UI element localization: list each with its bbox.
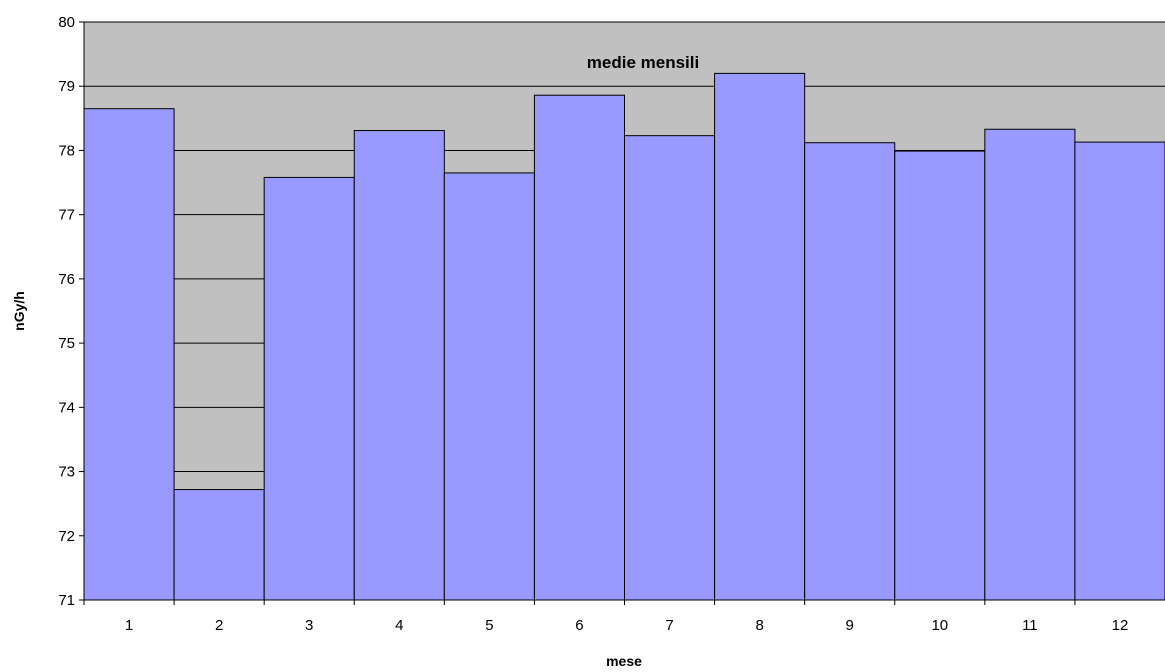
bar-month-1 <box>83 108 175 601</box>
bar-month-9 <box>804 142 896 601</box>
y-axis-title: nGy/h <box>11 291 27 331</box>
chart-title: medie mensili <box>587 53 699 72</box>
y-tick-label: 79 <box>58 78 75 95</box>
x-tick-label: 10 <box>931 617 948 634</box>
x-tick-label: 9 <box>846 617 854 634</box>
x-tick-label: 6 <box>575 617 583 634</box>
bar-month-12 <box>1074 141 1165 601</box>
x-tick-label: 7 <box>665 617 673 634</box>
bar-month-2 <box>173 489 265 601</box>
y-tick-label: 77 <box>58 207 75 224</box>
x-tick-label: 12 <box>1112 617 1129 634</box>
axes <box>79 21 1165 605</box>
y-tick-labels: 71 72 73 74 75 76 77 78 79 80 <box>58 14 75 609</box>
bar-month-5 <box>443 172 535 601</box>
bar-month-4 <box>353 130 445 601</box>
x-tick-label: 5 <box>485 617 493 634</box>
y-tick-label: 78 <box>58 142 75 159</box>
x-tick-labels: 1 2 3 4 5 6 7 8 9 10 11 12 <box>125 617 1128 634</box>
x-tick-label: 4 <box>395 617 403 634</box>
y-tick-label: 74 <box>58 399 75 416</box>
x-tick-label: 11 <box>1022 617 1038 634</box>
x-tick-label: 1 <box>125 617 133 634</box>
bar-month-6 <box>533 94 626 601</box>
bar-month-8 <box>714 72 806 601</box>
y-tick-label: 80 <box>58 14 75 31</box>
bar-month-10 <box>894 150 986 601</box>
y-tick-label: 71 <box>58 592 75 609</box>
bar-month-3 <box>263 176 355 601</box>
bar-month-11 <box>984 128 1076 601</box>
y-tick-label: 76 <box>58 271 75 288</box>
y-tick-label: 72 <box>58 528 75 545</box>
x-tick-label: 2 <box>215 617 223 634</box>
x-tick-label: 3 <box>305 617 313 634</box>
bars <box>83 72 1165 601</box>
x-tick-label: 8 <box>755 617 763 634</box>
bar-month-7 <box>624 135 716 601</box>
x-axis-title: mese <box>606 653 642 669</box>
y-tick-label: 75 <box>58 335 75 352</box>
y-tick-label: 73 <box>58 464 75 481</box>
